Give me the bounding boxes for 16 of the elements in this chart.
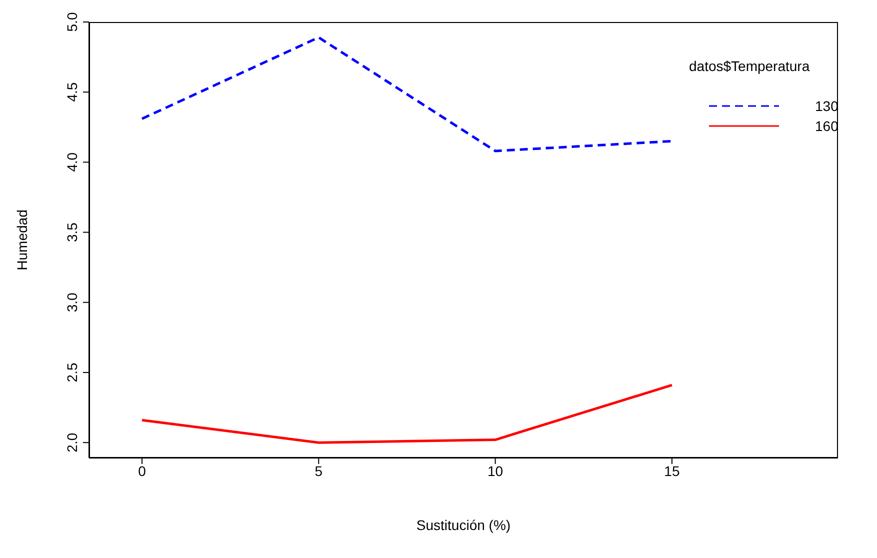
- x-tick-label: 10: [488, 462, 504, 479]
- x-tick-label: 15: [664, 462, 680, 479]
- y-axis-title: Humedad: [14, 210, 30, 270]
- x-axis-title: Sustitución (%): [416, 517, 511, 533]
- x-tick-label: 5: [314, 462, 323, 479]
- legend-title: datos$Temperatura: [689, 58, 811, 74]
- y-tick-label: 4.0: [64, 152, 80, 172]
- line-series: [140, 36, 674, 152]
- y-tick-label: 3.0: [64, 292, 80, 312]
- y-tick-label: 3.5: [64, 222, 80, 242]
- x-tick-label: 0: [138, 462, 146, 479]
- y-tick-label: 4.5: [64, 82, 80, 102]
- y-tick-label: 2.5: [64, 362, 80, 382]
- line-series: [140, 384, 674, 444]
- y-tick-label: 5.0: [64, 12, 80, 32]
- y-tick-label: 2.0: [64, 432, 80, 452]
